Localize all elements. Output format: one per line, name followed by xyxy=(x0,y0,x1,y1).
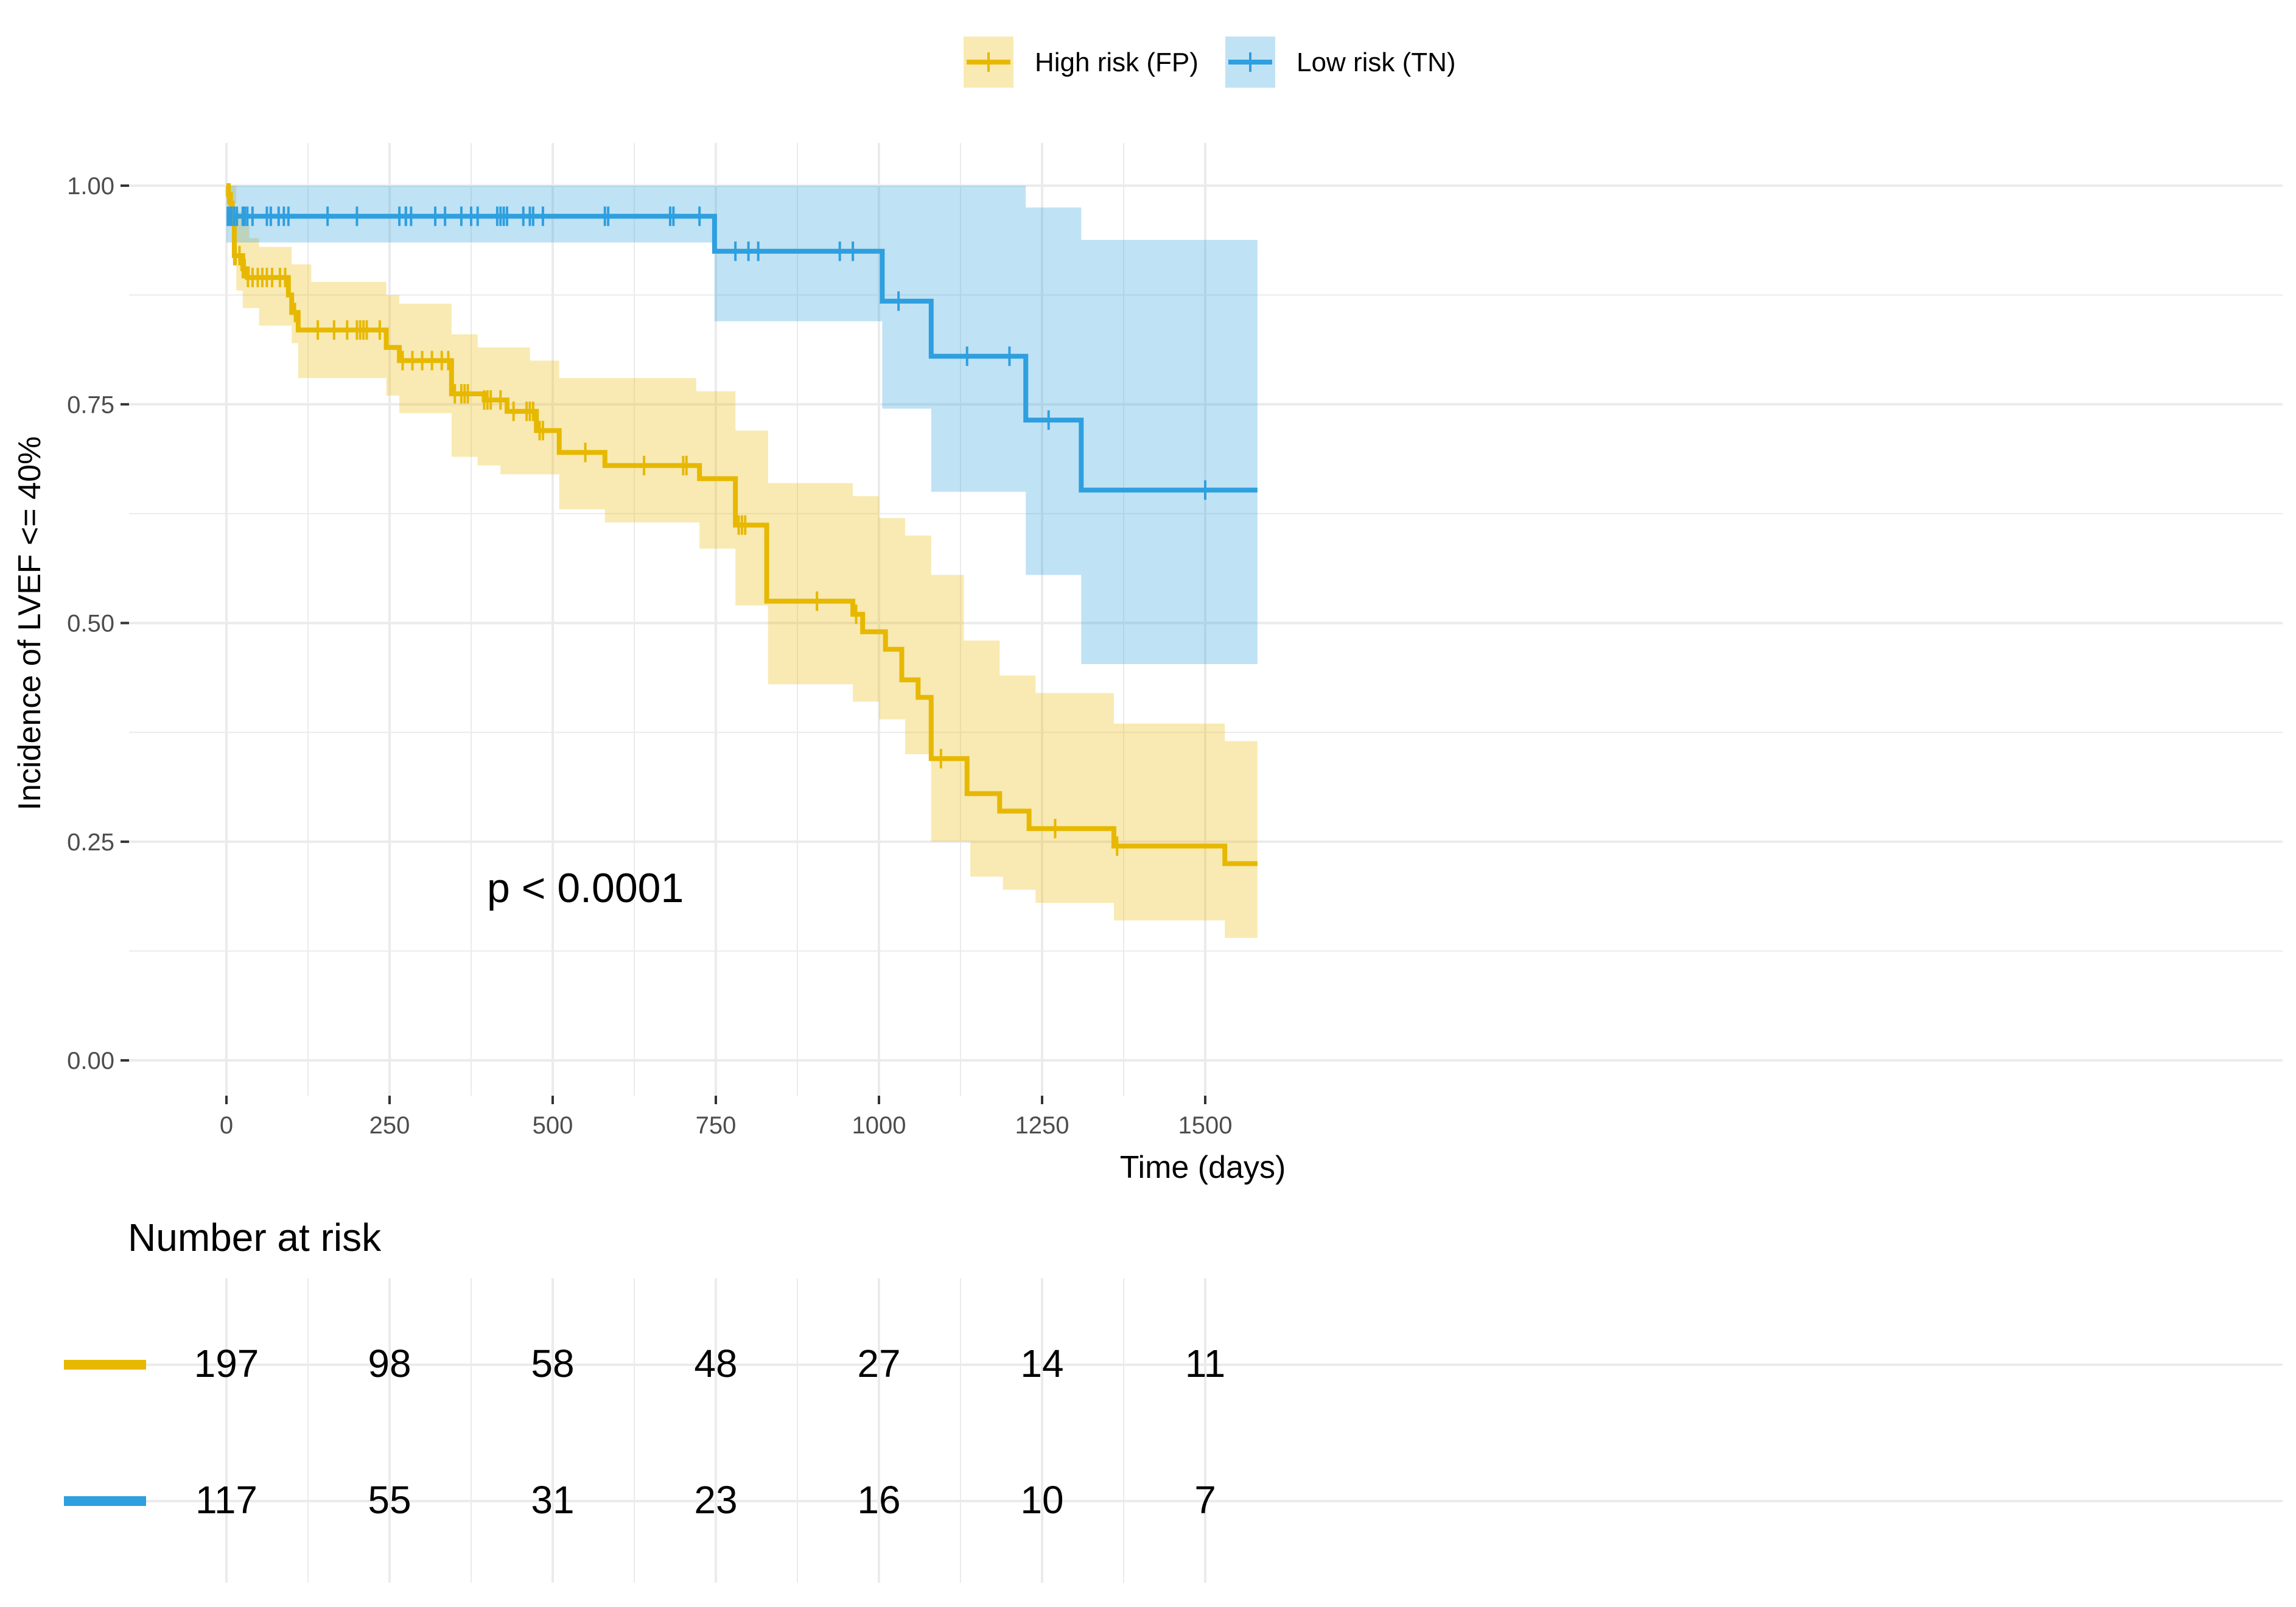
y-tick-label: 0.00 xyxy=(67,1048,114,1074)
ci-band-low-risk xyxy=(226,186,1258,664)
confidence-bands xyxy=(226,186,1258,938)
ci-band-high-risk xyxy=(226,186,1258,938)
legend-item-low-risk: Low risk (TN) xyxy=(1225,37,1456,88)
risk-number-low-risk: 23 xyxy=(694,1478,737,1522)
axis-ticks: 0 250 500 750 1000 1250 1500 0.00 0.25 0.50 0.75 1.… xyxy=(67,173,1232,1139)
y-tick-label: 1.00 xyxy=(67,173,114,200)
censor-marks xyxy=(226,184,1206,856)
risk-number-high-risk: 98 xyxy=(368,1342,411,1385)
risk-number-high-risk: 14 xyxy=(1020,1342,1063,1385)
risk-number-high-risk: 197 xyxy=(194,1342,259,1385)
x-tick-label: 0 xyxy=(220,1112,233,1139)
legend: High risk (FP) Low risk (TN) xyxy=(964,37,1456,88)
p-value-annotation: p < 0.0001 xyxy=(487,865,684,911)
legend-item-high-risk: High risk (FP) xyxy=(964,37,1199,88)
legend-label-low-risk: Low risk (TN) xyxy=(1297,47,1456,77)
y-axis-title: Incidence of LVEF <= 40% xyxy=(12,436,47,811)
risk-table-title: Number at risk xyxy=(128,1216,382,1259)
risk-number-high-risk: 11 xyxy=(1185,1342,1225,1385)
risk-number-high-risk: 48 xyxy=(694,1342,737,1385)
risk-number-low-risk: 55 xyxy=(368,1478,411,1522)
x-tick-label: 1250 xyxy=(1015,1112,1069,1139)
risk-number-high-risk: 27 xyxy=(857,1342,900,1385)
x-tick-label: 1000 xyxy=(852,1112,906,1139)
risk-number-low-risk: 117 xyxy=(195,1478,257,1522)
y-tick-label: 0.75 xyxy=(67,391,114,418)
risk-number-low-risk: 7 xyxy=(1194,1478,1216,1522)
x-tick-label: 1500 xyxy=(1178,1112,1233,1139)
survival-curve-low-risk xyxy=(226,214,1258,493)
legend-label-high-risk: High risk (FP) xyxy=(1035,47,1199,77)
x-tick-label: 250 xyxy=(369,1112,410,1139)
x-tick-label: 500 xyxy=(533,1112,573,1139)
risk-number-low-risk: 31 xyxy=(531,1478,574,1522)
risk-number-high-risk: 58 xyxy=(531,1342,574,1385)
risk-table-numbers: 197 98 58 48 27 14 11 117 55 31 23 16 10 7 xyxy=(194,1342,1226,1522)
plot-gridlines xyxy=(129,143,2283,1096)
x-tick-label: 750 xyxy=(696,1112,737,1139)
risk-table-gridlines xyxy=(129,1278,2283,1583)
x-axis-title: Time (days) xyxy=(1120,1150,1286,1185)
y-tick-label: 0.50 xyxy=(67,611,114,637)
risk-number-low-risk: 16 xyxy=(857,1478,900,1522)
risk-number-low-risk: 10 xyxy=(1020,1478,1063,1522)
y-tick-label: 0.25 xyxy=(67,829,114,856)
